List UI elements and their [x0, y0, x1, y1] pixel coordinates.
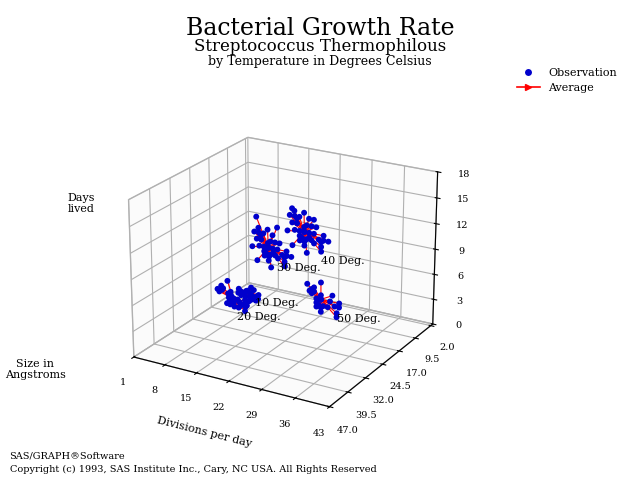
Text: Size in
Angstroms: Size in Angstroms	[4, 359, 66, 380]
X-axis label: Divisions per day: Divisions per day	[156, 415, 252, 449]
Text: by Temperature in Degrees Celsius: by Temperature in Degrees Celsius	[208, 55, 432, 68]
Text: Days
lived: Days lived	[67, 193, 95, 215]
Legend: Observation, Average: Observation, Average	[513, 63, 621, 97]
Text: Bacterial Growth Rate: Bacterial Growth Rate	[186, 17, 454, 40]
Text: Streptococcus Thermophilous: Streptococcus Thermophilous	[194, 38, 446, 55]
Text: SAS/GRAPH®Software: SAS/GRAPH®Software	[10, 452, 125, 461]
Text: Copyright (c) 1993, SAS Institute Inc., Cary, NC USA. All Rights Reserved: Copyright (c) 1993, SAS Institute Inc., …	[10, 465, 376, 474]
